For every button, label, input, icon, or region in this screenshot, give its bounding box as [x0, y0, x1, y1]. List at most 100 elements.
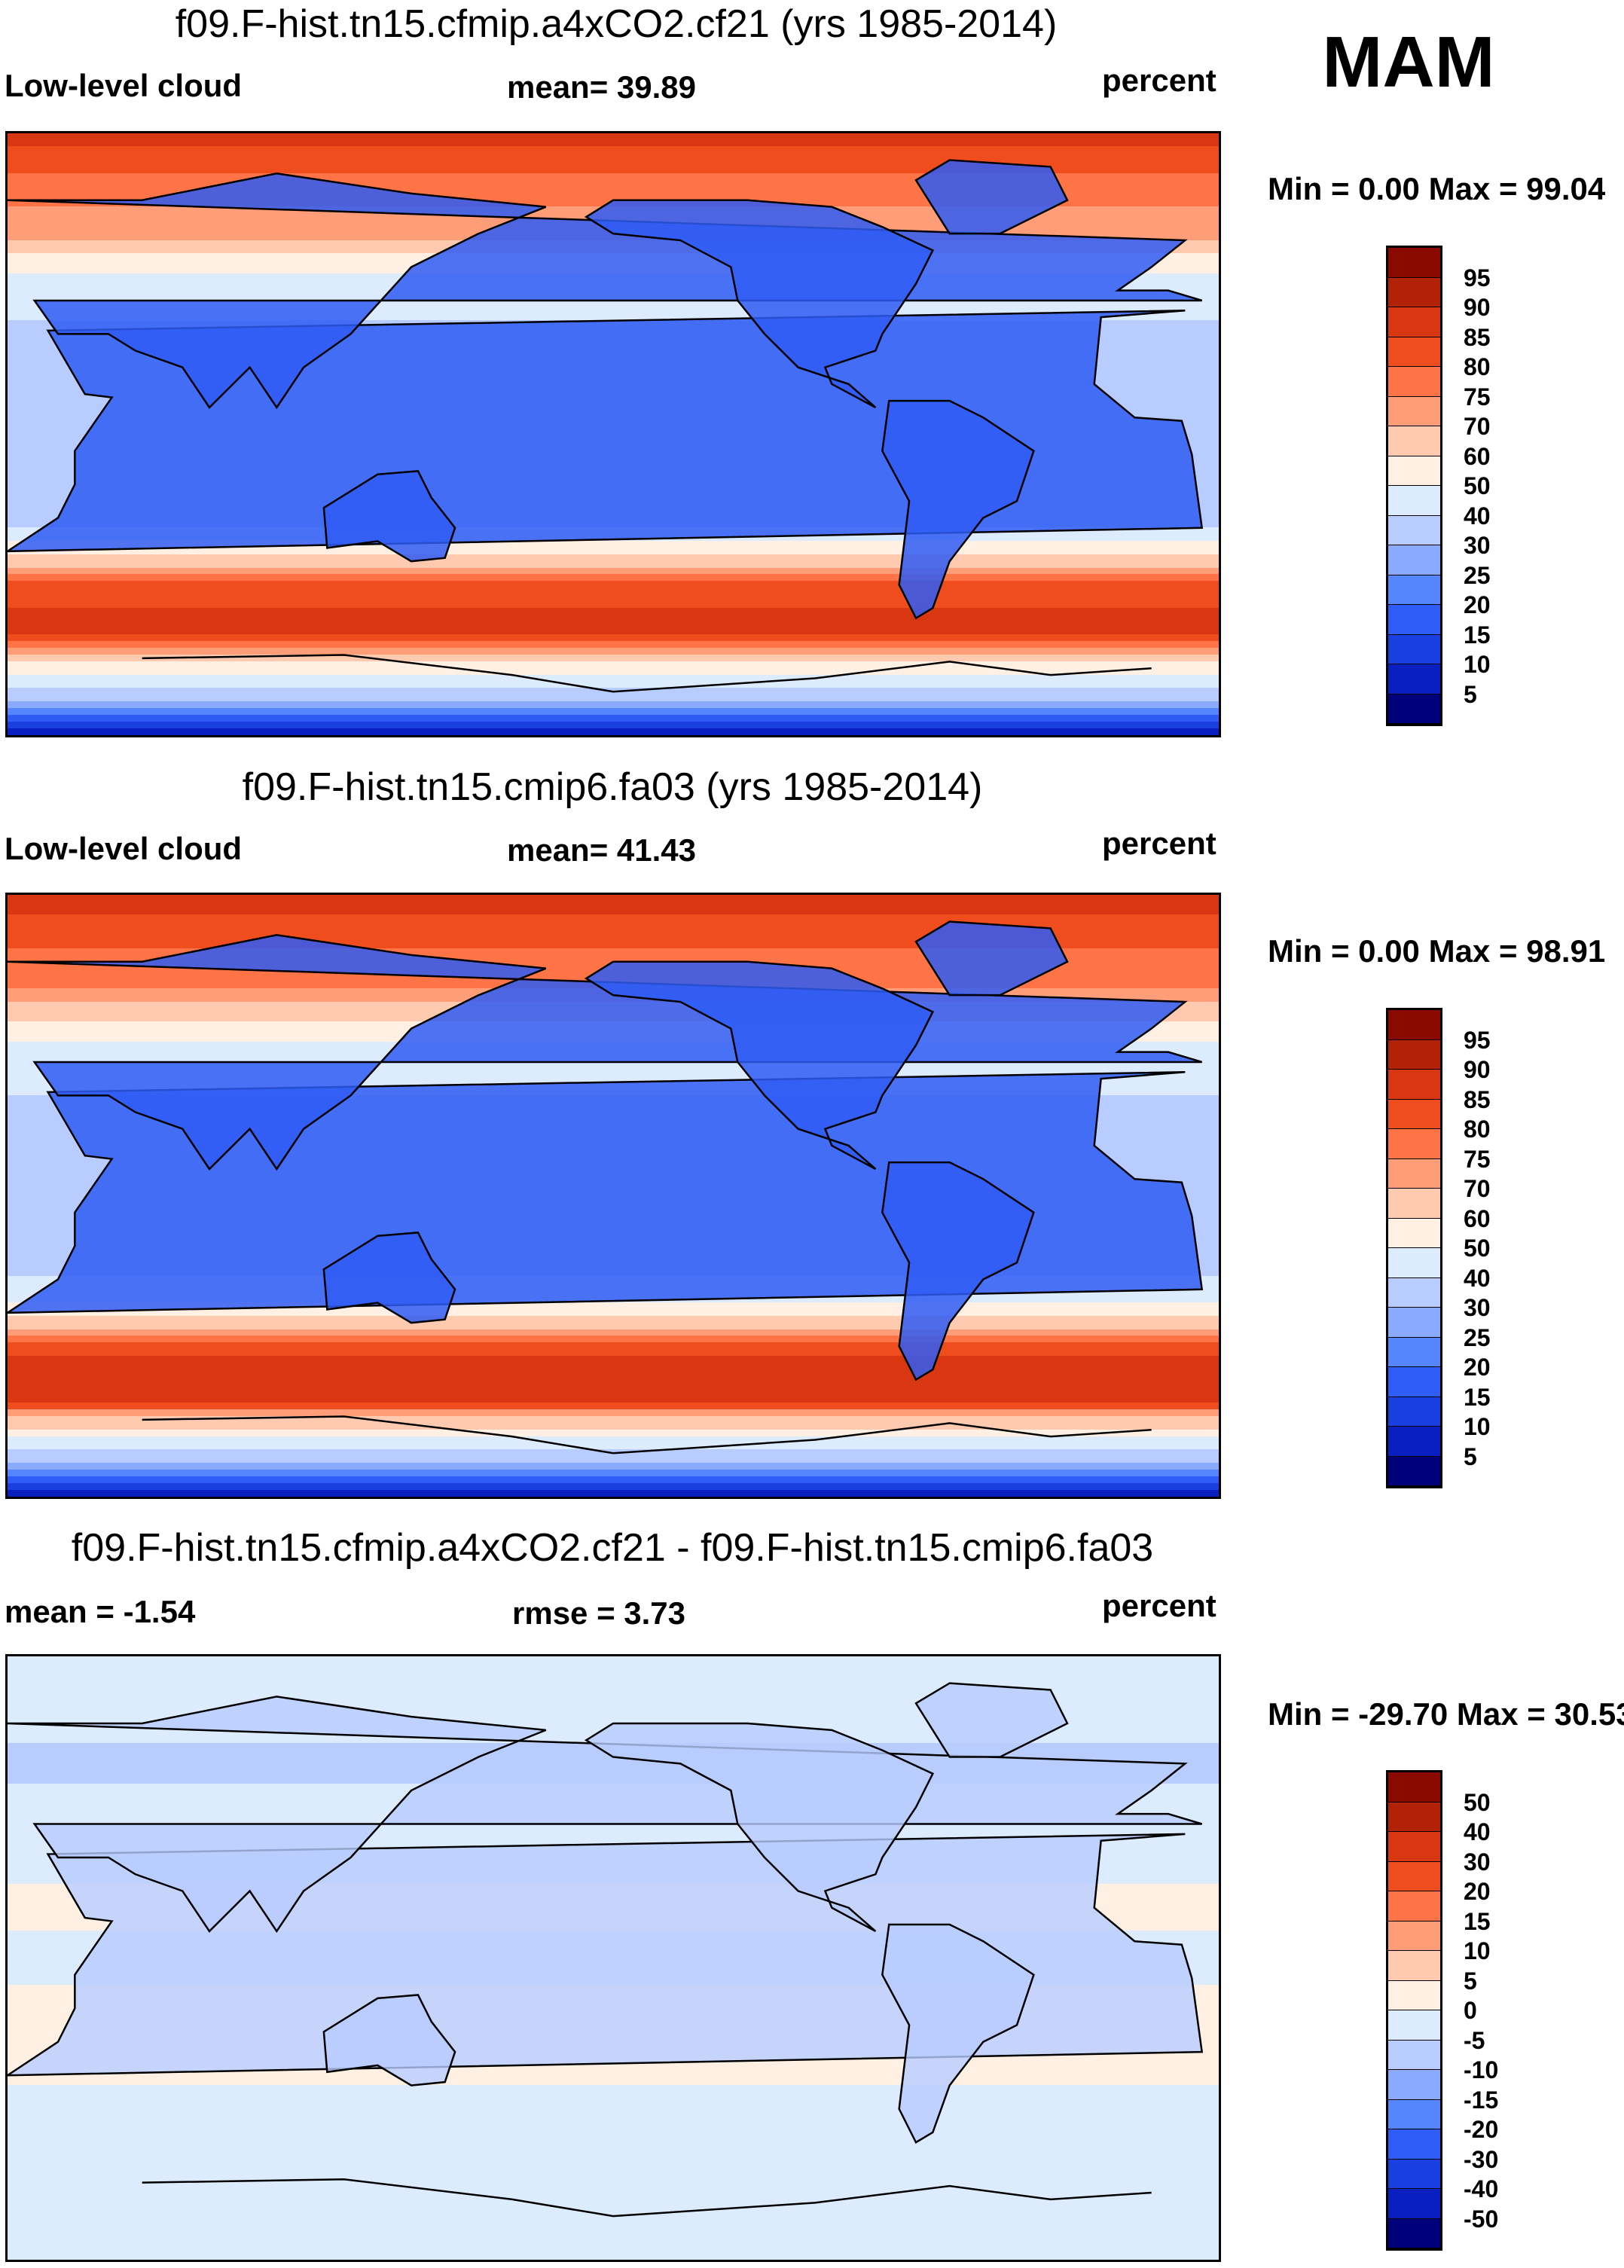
continent-eurasia: [8, 172, 1203, 410]
continent-greenland: [914, 1682, 1069, 1758]
colorbar-tick-label: 90: [1464, 294, 1491, 321]
colorbar-tick-label: 80: [1464, 1116, 1491, 1143]
colorbar-swatch: [1388, 1277, 1440, 1308]
zonal-band: [8, 2186, 1219, 2193]
panel2-minmax-label: Min = 0.00 Max = 98.91: [1268, 933, 1606, 969]
zonal-band: [8, 1329, 1219, 1336]
zonal-band: [8, 581, 1219, 588]
colorbar-swatch: [1388, 545, 1440, 576]
zonal-band: [8, 1349, 1219, 1357]
panel2-map-field: [8, 895, 1219, 1497]
zonal-band: [8, 2132, 1219, 2139]
zonal-band: [8, 921, 1219, 929]
zonal-band: [8, 608, 1219, 615]
continent-antarctica: [142, 1415, 1152, 1455]
colorbar-swatch: [1388, 2070, 1440, 2101]
colorbar-swatch: [1388, 1951, 1440, 1982]
colorbar-tick-label: -15: [1464, 2086, 1499, 2114]
colorbar-tick-label: 40: [1464, 1264, 1491, 1292]
colorbar-swatch: [1388, 1397, 1440, 1427]
zonal-band: [8, 2126, 1219, 2132]
panel2-mean-label: mean= 41.43: [507, 832, 697, 868]
continent-samerica: [881, 1923, 1035, 2144]
zonal-band: [8, 1696, 1219, 1704]
colorbar-tick-label: -20: [1464, 2116, 1499, 2143]
zonal-band: [8, 901, 1219, 908]
colorbar-tick-label: 10: [1464, 651, 1491, 678]
colorbar-swatch: [1388, 367, 1440, 398]
colorbar-tick-label: -40: [1464, 2175, 1499, 2202]
colorbar-tick-label: 70: [1464, 1175, 1491, 1202]
zonal-band: [8, 928, 1219, 936]
zonal-band: [8, 541, 1219, 548]
zonal-band: [8, 1316, 1219, 1323]
colorbar-swatch: [1388, 337, 1440, 368]
zonal-band: [8, 708, 1219, 716]
colorbar-swatch: [1388, 1099, 1440, 1130]
colorbar-tick-label: 20: [1464, 591, 1491, 618]
zonal-band: [8, 1717, 1219, 1723]
colorbar-tick-label: 70: [1464, 413, 1491, 440]
colorbar-swatch: [1388, 1189, 1440, 1219]
zonal-band: [8, 1363, 1219, 1370]
continent-samerica: [881, 399, 1035, 620]
zonal-band: [8, 1369, 1219, 1377]
colorbar-swatch: [1388, 426, 1440, 457]
colorbar-swatch: [1388, 2159, 1440, 2190]
colorbar-tick-label: 10: [1464, 1413, 1491, 1440]
colorbar-swatch: [1388, 1308, 1440, 1339]
panel1-units-label: percent: [1102, 63, 1216, 98]
zonal-band: [8, 627, 1219, 635]
colorbar-swatch: [1388, 575, 1440, 606]
zonal-band: [8, 1356, 1219, 1363]
zonal-band: [8, 1830, 1219, 1838]
colorbar-tick-label: 15: [1464, 1907, 1491, 1935]
colorbar-swatch: [1388, 2129, 1440, 2160]
zonal-band: [8, 153, 1219, 160]
colorbar-swatch: [1388, 1861, 1440, 1892]
zonal-band: [8, 146, 1219, 154]
zonal-band: [8, 1423, 1219, 1430]
colorbar-tick-label: 60: [1464, 442, 1491, 470]
panel1-variable-label: Low-level cloud: [5, 68, 243, 103]
continent-antarctica: [142, 2178, 1152, 2218]
colorbar-swatch: [1388, 664, 1440, 695]
zonal-band: [8, 1463, 1219, 1470]
colorbar-swatch: [1388, 456, 1440, 487]
zonal-band: [8, 1430, 1219, 1437]
panel3-colorbar: 50 40 30 20 15 10 5 0 -5 -10 -15 -20 -30 -40 -50: [1386, 1770, 1498, 2251]
colorbar-tick-label: 30: [1464, 532, 1491, 559]
zonal-band: [8, 908, 1219, 915]
colorbar-swatch: [1388, 1337, 1440, 1368]
zonal-band: [8, 300, 1219, 307]
zonal-band: [8, 948, 1219, 955]
colorbar-tick-label: -5: [1464, 2026, 1485, 2054]
zonal-band: [8, 2205, 1219, 2213]
zonal-band: [8, 1683, 1219, 1690]
zonal-band: [8, 1442, 1219, 1450]
zonal-band: [8, 1656, 1219, 1663]
zonal-band: [8, 2179, 1219, 2187]
zonal-band: [8, 1490, 1219, 1497]
zonal-band: [8, 2172, 1219, 2180]
zonal-band: [8, 1335, 1219, 1343]
colorbar-swatch: [1388, 1039, 1440, 1070]
zonal-band: [8, 1396, 1219, 1403]
zonal-band: [8, 1376, 1219, 1384]
zonal-band: [8, 715, 1219, 722]
colorbar-tick-label: 40: [1464, 502, 1491, 530]
zonal-band: [8, 1323, 1219, 1330]
colorbar-tick-label: 5: [1464, 1967, 1477, 1995]
panel2-variable-label: Low-level cloud: [5, 831, 243, 866]
colorbar-tick-label: 5: [1464, 1442, 1477, 1470]
colorbar-swatch: [1388, 1832, 1440, 1863]
zonal-band: [8, 554, 1219, 562]
zonal-band: [8, 1470, 1219, 1477]
zonal-band: [8, 133, 1219, 140]
panel1-map-field: [8, 133, 1219, 735]
panel1-colorbar: 95 90 85 80 75 70 60 50 40 30 25 20 15 10 5: [1386, 246, 1491, 726]
colorbar-swatch: [1388, 486, 1440, 517]
zonal-band: [8, 2233, 1219, 2240]
continent-australia: [322, 470, 456, 563]
zonal-band: [8, 588, 1219, 595]
